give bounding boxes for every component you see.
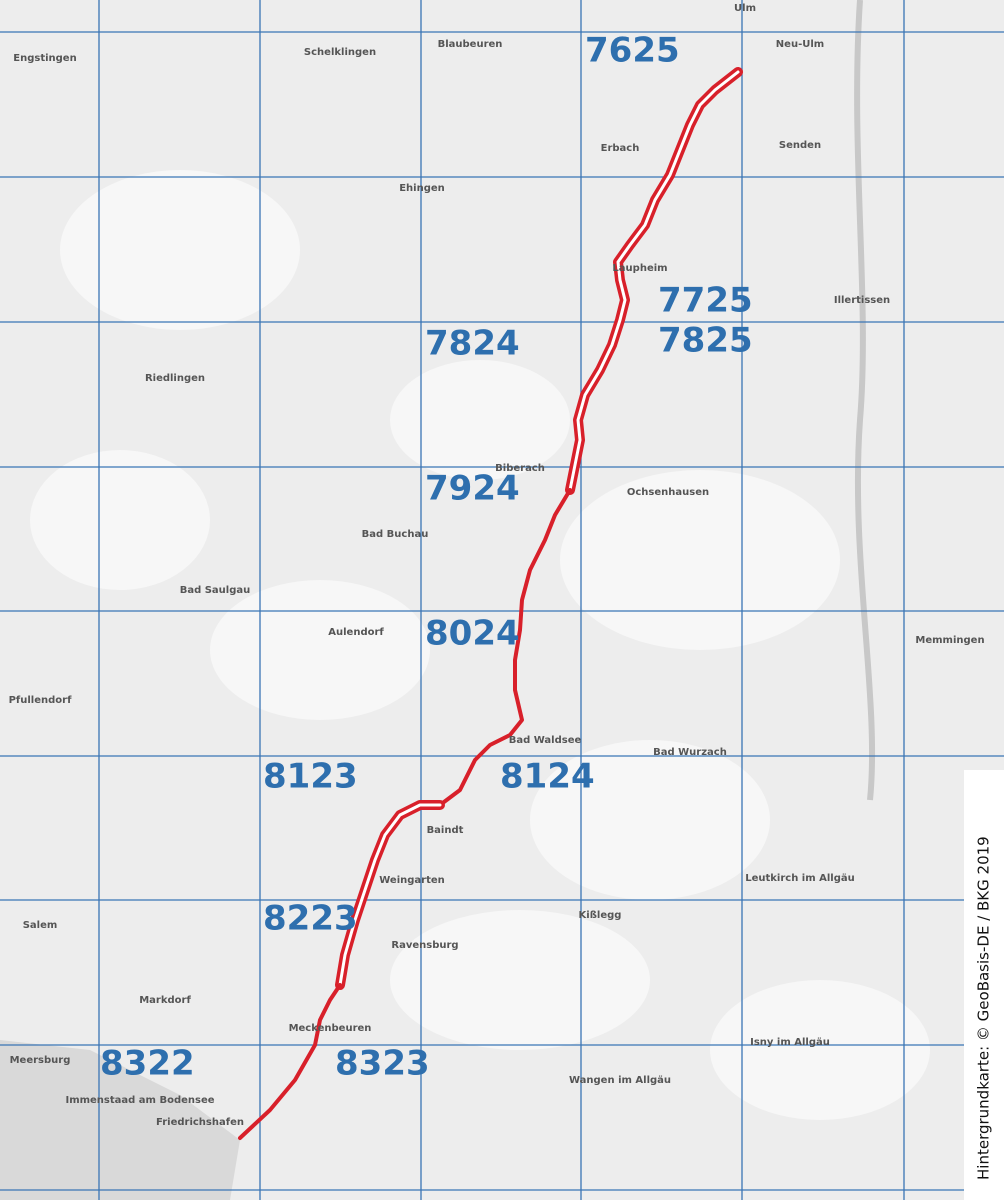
place-label: Memmingen [915,635,984,646]
place-label: Friedrichshafen [156,1117,244,1128]
credit: Hintergrundkarte: © GeoBasis-DE / BKG 20… [975,836,993,1180]
place-label: Leutkirch im Allgäu [745,873,855,884]
place-label: Ulm [734,3,756,14]
place-label: Markdorf [139,995,191,1006]
place-label: Illertissen [834,295,890,306]
sheet-number: 8024 [425,614,520,654]
credit-background [964,770,1004,1200]
place-label: Riedlingen [145,373,205,384]
place-label: Meckenbeuren [289,1023,372,1034]
river [854,0,876,801]
place-label: Wangen im Allgäu [569,1075,671,1086]
place-label: Pfullendorf [9,695,73,706]
sheet-number: 7924 [425,469,520,509]
place-label: Senden [779,140,821,151]
sheet-number: 8223 [263,899,358,939]
place-label: Engstingen [13,53,76,64]
place-label: Blaubeuren [438,39,503,50]
place-label: Isny im Allgäu [750,1037,830,1048]
sheet-number: 7725 [658,281,753,321]
sheet-number: 8323 [335,1044,430,1084]
place-label: Bad Waldsee [509,735,582,746]
place-label: Biberach [495,463,545,474]
sheet-number: 8124 [500,757,595,797]
place-label: Erbach [601,143,640,154]
place-label: Immenstaad am Bodensee [65,1095,214,1106]
lake [0,1040,240,1200]
place-label: Bad Saulgau [180,585,251,596]
route [238,67,743,1140]
place-label: Meersburg [10,1055,71,1066]
place-label: Salem [23,920,58,931]
place-label: Bad Buchau [362,529,429,540]
place-label: Schelklingen [304,47,376,58]
place-label: Neu-Ulm [776,39,824,50]
place-label: Bad Wurzach [653,747,727,758]
sheet-number: 7625 [585,31,680,71]
place-label: Ehingen [399,183,445,194]
place-label: Weingarten [379,875,445,886]
place-label: Laupheim [612,263,667,274]
sheet-number: 8322 [100,1044,195,1084]
place-label: Baindt [427,825,464,836]
place-label: Ravensburg [391,940,458,951]
sheet-number: 8123 [263,757,358,797]
place-label: Aulendorf [328,627,384,638]
open-land [30,170,930,1120]
place-label: Ochsenhausen [627,487,709,498]
sheet-number: 7824 [425,324,520,364]
sheet-number: 7825 [658,321,753,361]
place-label: Kißlegg [579,910,622,921]
